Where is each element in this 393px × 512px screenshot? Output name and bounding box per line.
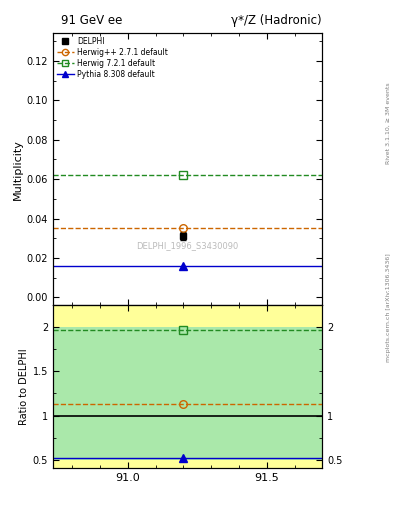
Text: mcplots.cern.ch [arXiv:1306.3436]: mcplots.cern.ch [arXiv:1306.3436]	[386, 253, 391, 361]
Text: 91 GeV ee: 91 GeV ee	[61, 14, 122, 27]
Text: γ*/Z (Hadronic): γ*/Z (Hadronic)	[231, 14, 321, 27]
Legend: DELPHI, Herwig++ 2.7.1 default, Herwig 7.2.1 default, Pythia 8.308 default: DELPHI, Herwig++ 2.7.1 default, Herwig 7…	[55, 35, 170, 80]
Text: DELPHI_1996_S3430090: DELPHI_1996_S3430090	[136, 241, 239, 250]
Text: Rivet 3.1.10, ≥ 3M events: Rivet 3.1.10, ≥ 3M events	[386, 82, 391, 164]
Bar	[53, 327, 322, 460]
Y-axis label: Ratio to DELPHI: Ratio to DELPHI	[18, 349, 29, 425]
Y-axis label: Multiplicity: Multiplicity	[13, 139, 22, 200]
